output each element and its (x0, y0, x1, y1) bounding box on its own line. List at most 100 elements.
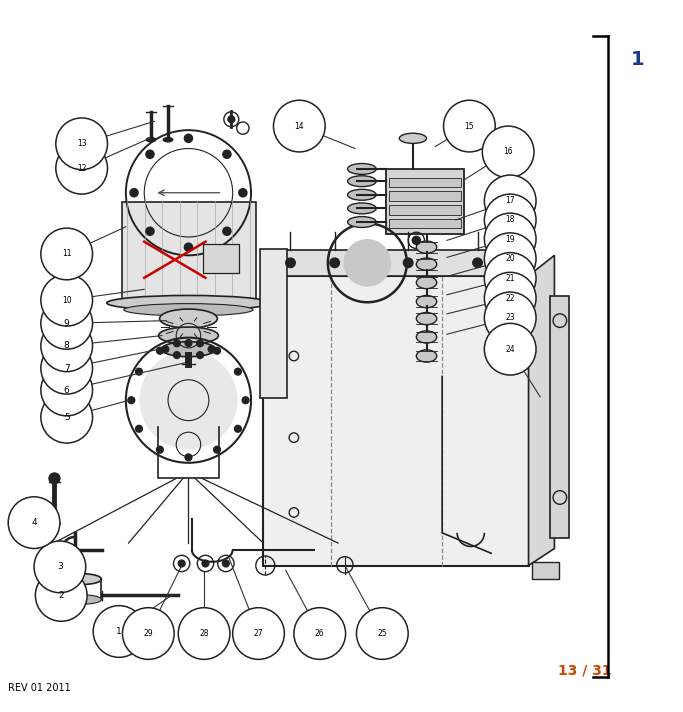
Circle shape (239, 189, 247, 197)
Circle shape (223, 560, 229, 567)
Text: 15: 15 (464, 122, 474, 130)
Ellipse shape (163, 137, 173, 142)
Circle shape (197, 352, 204, 358)
Circle shape (56, 118, 107, 169)
Circle shape (56, 142, 107, 194)
Text: 8: 8 (64, 341, 70, 350)
Bar (263, 276, 529, 565)
Circle shape (184, 243, 193, 251)
Circle shape (156, 446, 163, 453)
Text: 4: 4 (31, 518, 37, 527)
Text: 26: 26 (315, 629, 324, 638)
Circle shape (484, 323, 536, 375)
Circle shape (184, 135, 193, 142)
Ellipse shape (348, 164, 376, 174)
Text: 22: 22 (505, 293, 515, 303)
Bar (532, 562, 559, 579)
Text: 17: 17 (505, 197, 515, 205)
Ellipse shape (417, 276, 436, 288)
Ellipse shape (161, 342, 216, 357)
Text: 20: 20 (505, 254, 515, 263)
Ellipse shape (146, 137, 156, 142)
Circle shape (484, 253, 536, 304)
Ellipse shape (160, 309, 217, 328)
Circle shape (185, 454, 192, 461)
Circle shape (484, 272, 536, 324)
Ellipse shape (417, 258, 436, 271)
Circle shape (484, 233, 536, 285)
Ellipse shape (348, 203, 376, 214)
Ellipse shape (417, 331, 436, 343)
Text: 2: 2 (59, 591, 64, 600)
Circle shape (41, 228, 92, 280)
Bar (389, 205, 460, 214)
Circle shape (128, 397, 135, 404)
Ellipse shape (348, 216, 376, 227)
Circle shape (473, 258, 482, 268)
Bar (389, 219, 460, 228)
Circle shape (234, 368, 241, 375)
Circle shape (36, 570, 87, 622)
Circle shape (223, 227, 231, 235)
Circle shape (228, 116, 235, 122)
Circle shape (484, 213, 536, 265)
Text: 14: 14 (294, 122, 304, 130)
Circle shape (41, 364, 92, 416)
Circle shape (178, 607, 230, 659)
Circle shape (214, 347, 221, 354)
Circle shape (8, 497, 60, 548)
Circle shape (41, 392, 92, 443)
Circle shape (156, 347, 163, 354)
Circle shape (41, 342, 92, 394)
Text: 28: 28 (199, 629, 209, 638)
Polygon shape (529, 256, 555, 565)
Ellipse shape (400, 133, 426, 143)
Text: 3: 3 (57, 562, 63, 571)
Circle shape (185, 340, 192, 347)
Circle shape (49, 473, 60, 484)
Ellipse shape (62, 595, 101, 604)
Circle shape (93, 606, 145, 657)
Ellipse shape (417, 241, 436, 253)
Ellipse shape (417, 295, 436, 308)
Text: 29: 29 (143, 629, 153, 638)
Circle shape (413, 236, 421, 244)
Bar (550, 296, 570, 538)
Text: 12: 12 (77, 164, 87, 173)
Text: REV 01 2011: REV 01 2011 (8, 683, 71, 693)
Circle shape (135, 368, 142, 375)
Text: 21: 21 (505, 274, 515, 283)
Text: 6: 6 (64, 385, 70, 394)
Circle shape (482, 126, 534, 178)
Ellipse shape (417, 313, 436, 325)
Text: 1: 1 (116, 627, 122, 636)
Text: 27: 27 (253, 629, 264, 638)
Circle shape (285, 258, 295, 268)
Circle shape (273, 100, 325, 152)
Text: 16: 16 (503, 147, 513, 157)
Text: 25: 25 (378, 629, 387, 638)
Circle shape (484, 175, 536, 226)
Text: 24: 24 (505, 345, 515, 354)
Circle shape (344, 239, 391, 287)
Text: 19: 19 (505, 234, 515, 244)
Circle shape (173, 352, 180, 358)
Bar (389, 192, 460, 201)
Circle shape (330, 258, 339, 268)
Circle shape (146, 227, 154, 235)
Text: 18: 18 (505, 216, 515, 224)
Circle shape (197, 340, 204, 347)
Ellipse shape (348, 189, 376, 200)
Circle shape (484, 194, 536, 246)
Ellipse shape (107, 295, 270, 310)
Circle shape (404, 258, 413, 268)
Circle shape (357, 607, 408, 659)
Text: 9: 9 (64, 319, 70, 328)
Bar (122, 202, 256, 303)
Text: 13 / 31: 13 / 31 (558, 664, 612, 677)
Circle shape (242, 397, 249, 404)
Circle shape (135, 425, 142, 432)
Text: 5: 5 (64, 413, 70, 422)
Bar (260, 248, 287, 398)
Circle shape (162, 346, 169, 352)
